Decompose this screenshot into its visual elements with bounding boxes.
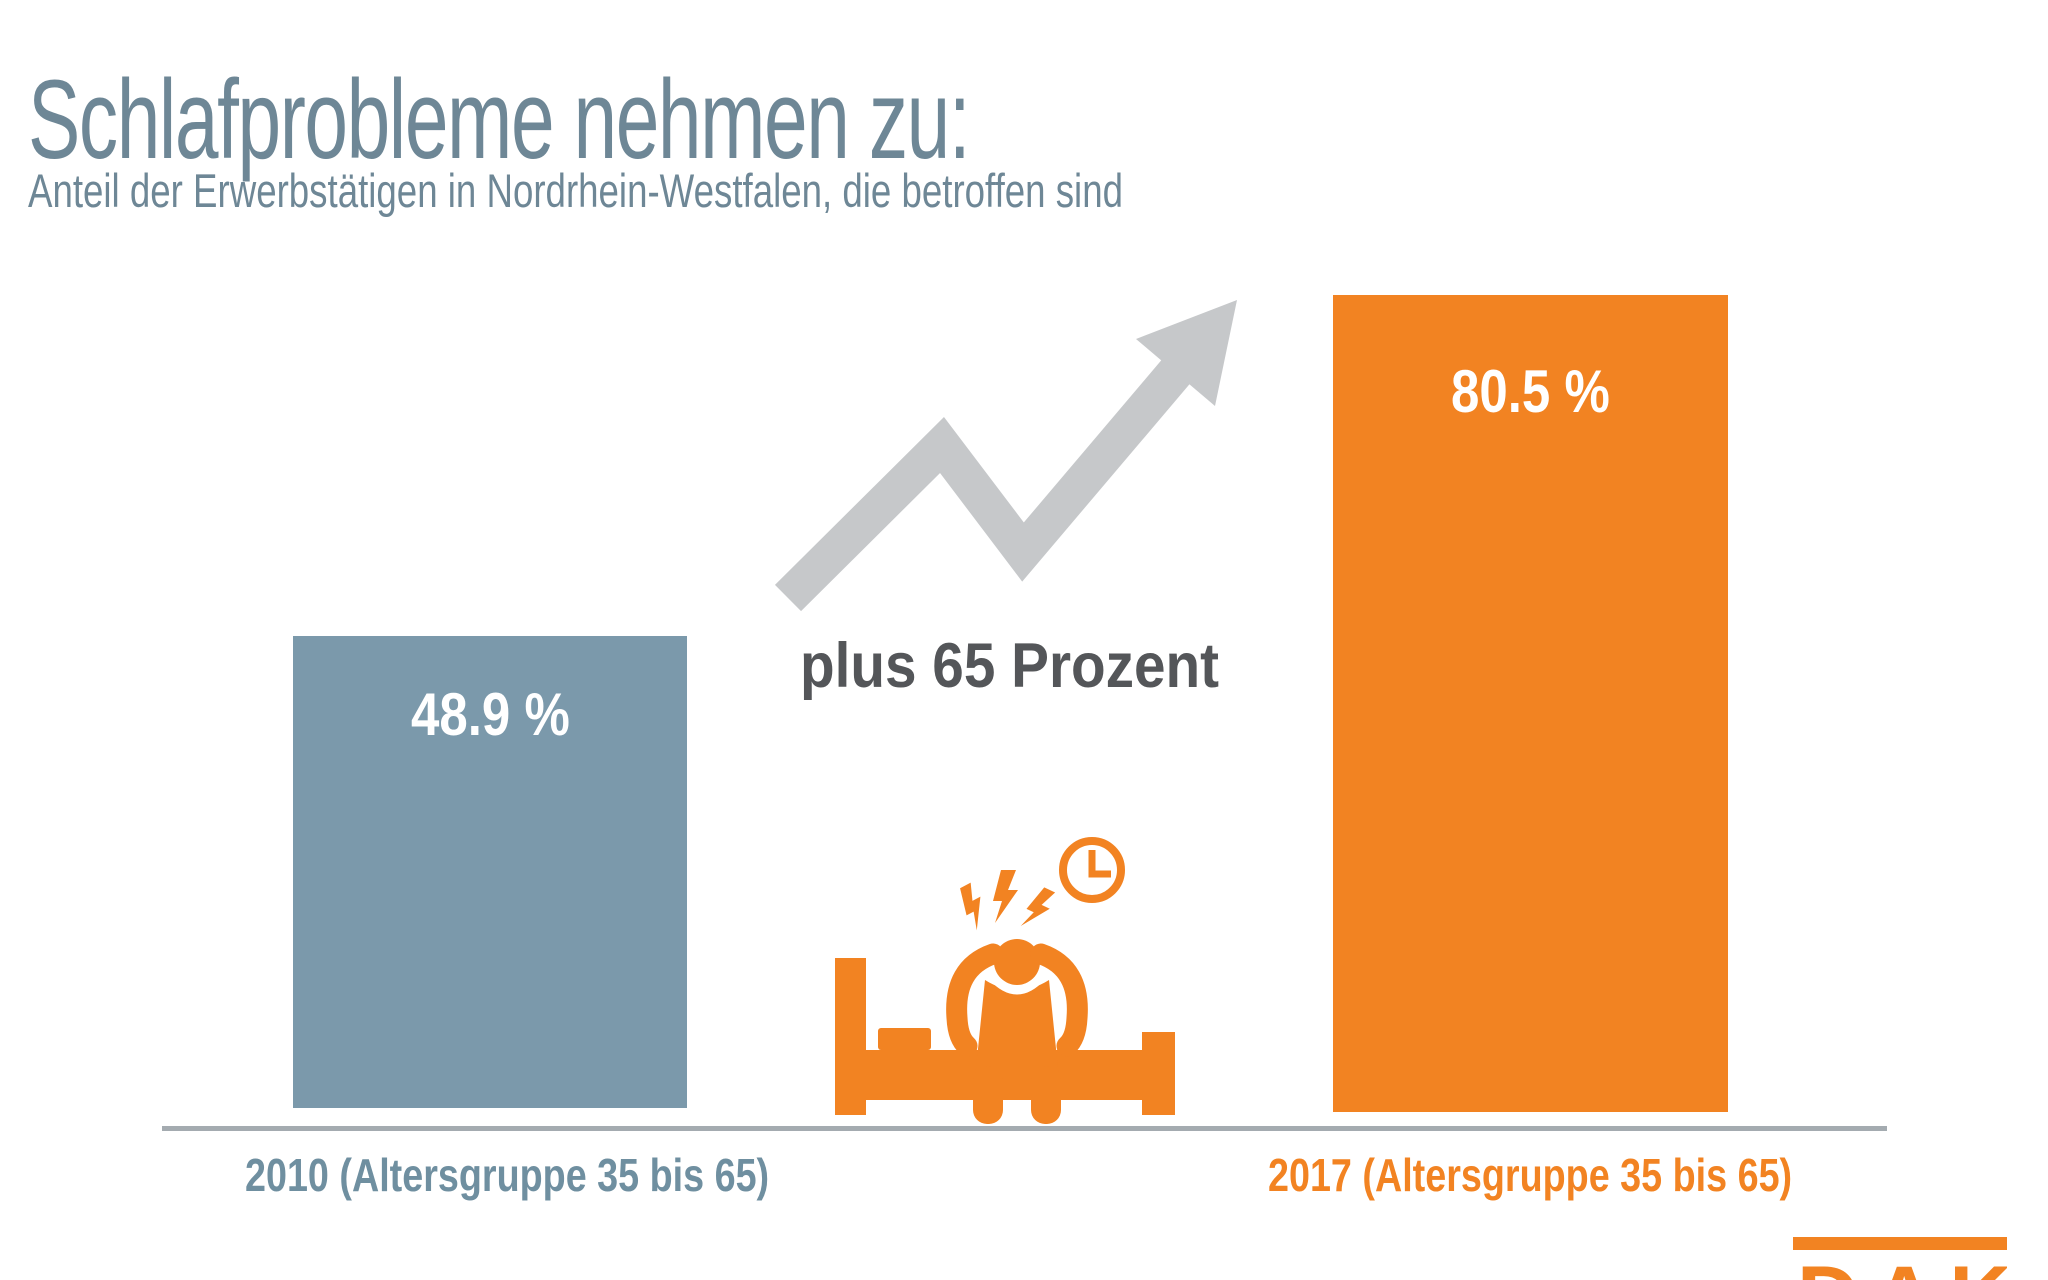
- increase-annotation: plus 65 Prozent: [800, 631, 1220, 701]
- axis-label-2010: 2010 (Altersgruppe 35 bis 65): [245, 1149, 770, 1201]
- bar-2017: 80.5 %: [1333, 295, 1728, 1112]
- page-title: Schlafprobleme nehmen zu:: [28, 57, 971, 183]
- bar-2017-value: 80.5 %: [1451, 358, 1610, 425]
- dak-logo: DAK: [1793, 1237, 2007, 1280]
- person-right-leg: [1031, 1066, 1061, 1124]
- dak-logo-bar: [1793, 1237, 2007, 1250]
- dak-logo-text: DAK: [1793, 1254, 2007, 1280]
- page-subtitle: Anteil der Erwerbstätigen in Nordrhein-W…: [28, 164, 1123, 217]
- bed-footboard: [1142, 1032, 1175, 1115]
- person-collar: [988, 972, 1046, 995]
- clock-icon: [1059, 837, 1125, 903]
- sleepless-person-bed-icon: [835, 837, 1175, 1124]
- bar-2010: 48.9 %: [293, 636, 687, 1108]
- x-axis-line: [162, 1126, 1887, 1131]
- bed-headboard: [835, 958, 866, 1115]
- axis-label-2017: 2017 (Altersgruppe 35 bis 65): [1268, 1149, 1793, 1201]
- person-left-leg: [973, 1066, 1003, 1124]
- person-arms: [946, 943, 1088, 1057]
- bed-pillow: [878, 1028, 931, 1050]
- bar-2010-value: 48.9 %: [410, 681, 570, 748]
- lightning-bolts-icon: [960, 870, 1056, 931]
- person-torso: [975, 980, 1059, 1078]
- person-head: [994, 939, 1040, 985]
- growth-arrow-icon: [774, 300, 1237, 612]
